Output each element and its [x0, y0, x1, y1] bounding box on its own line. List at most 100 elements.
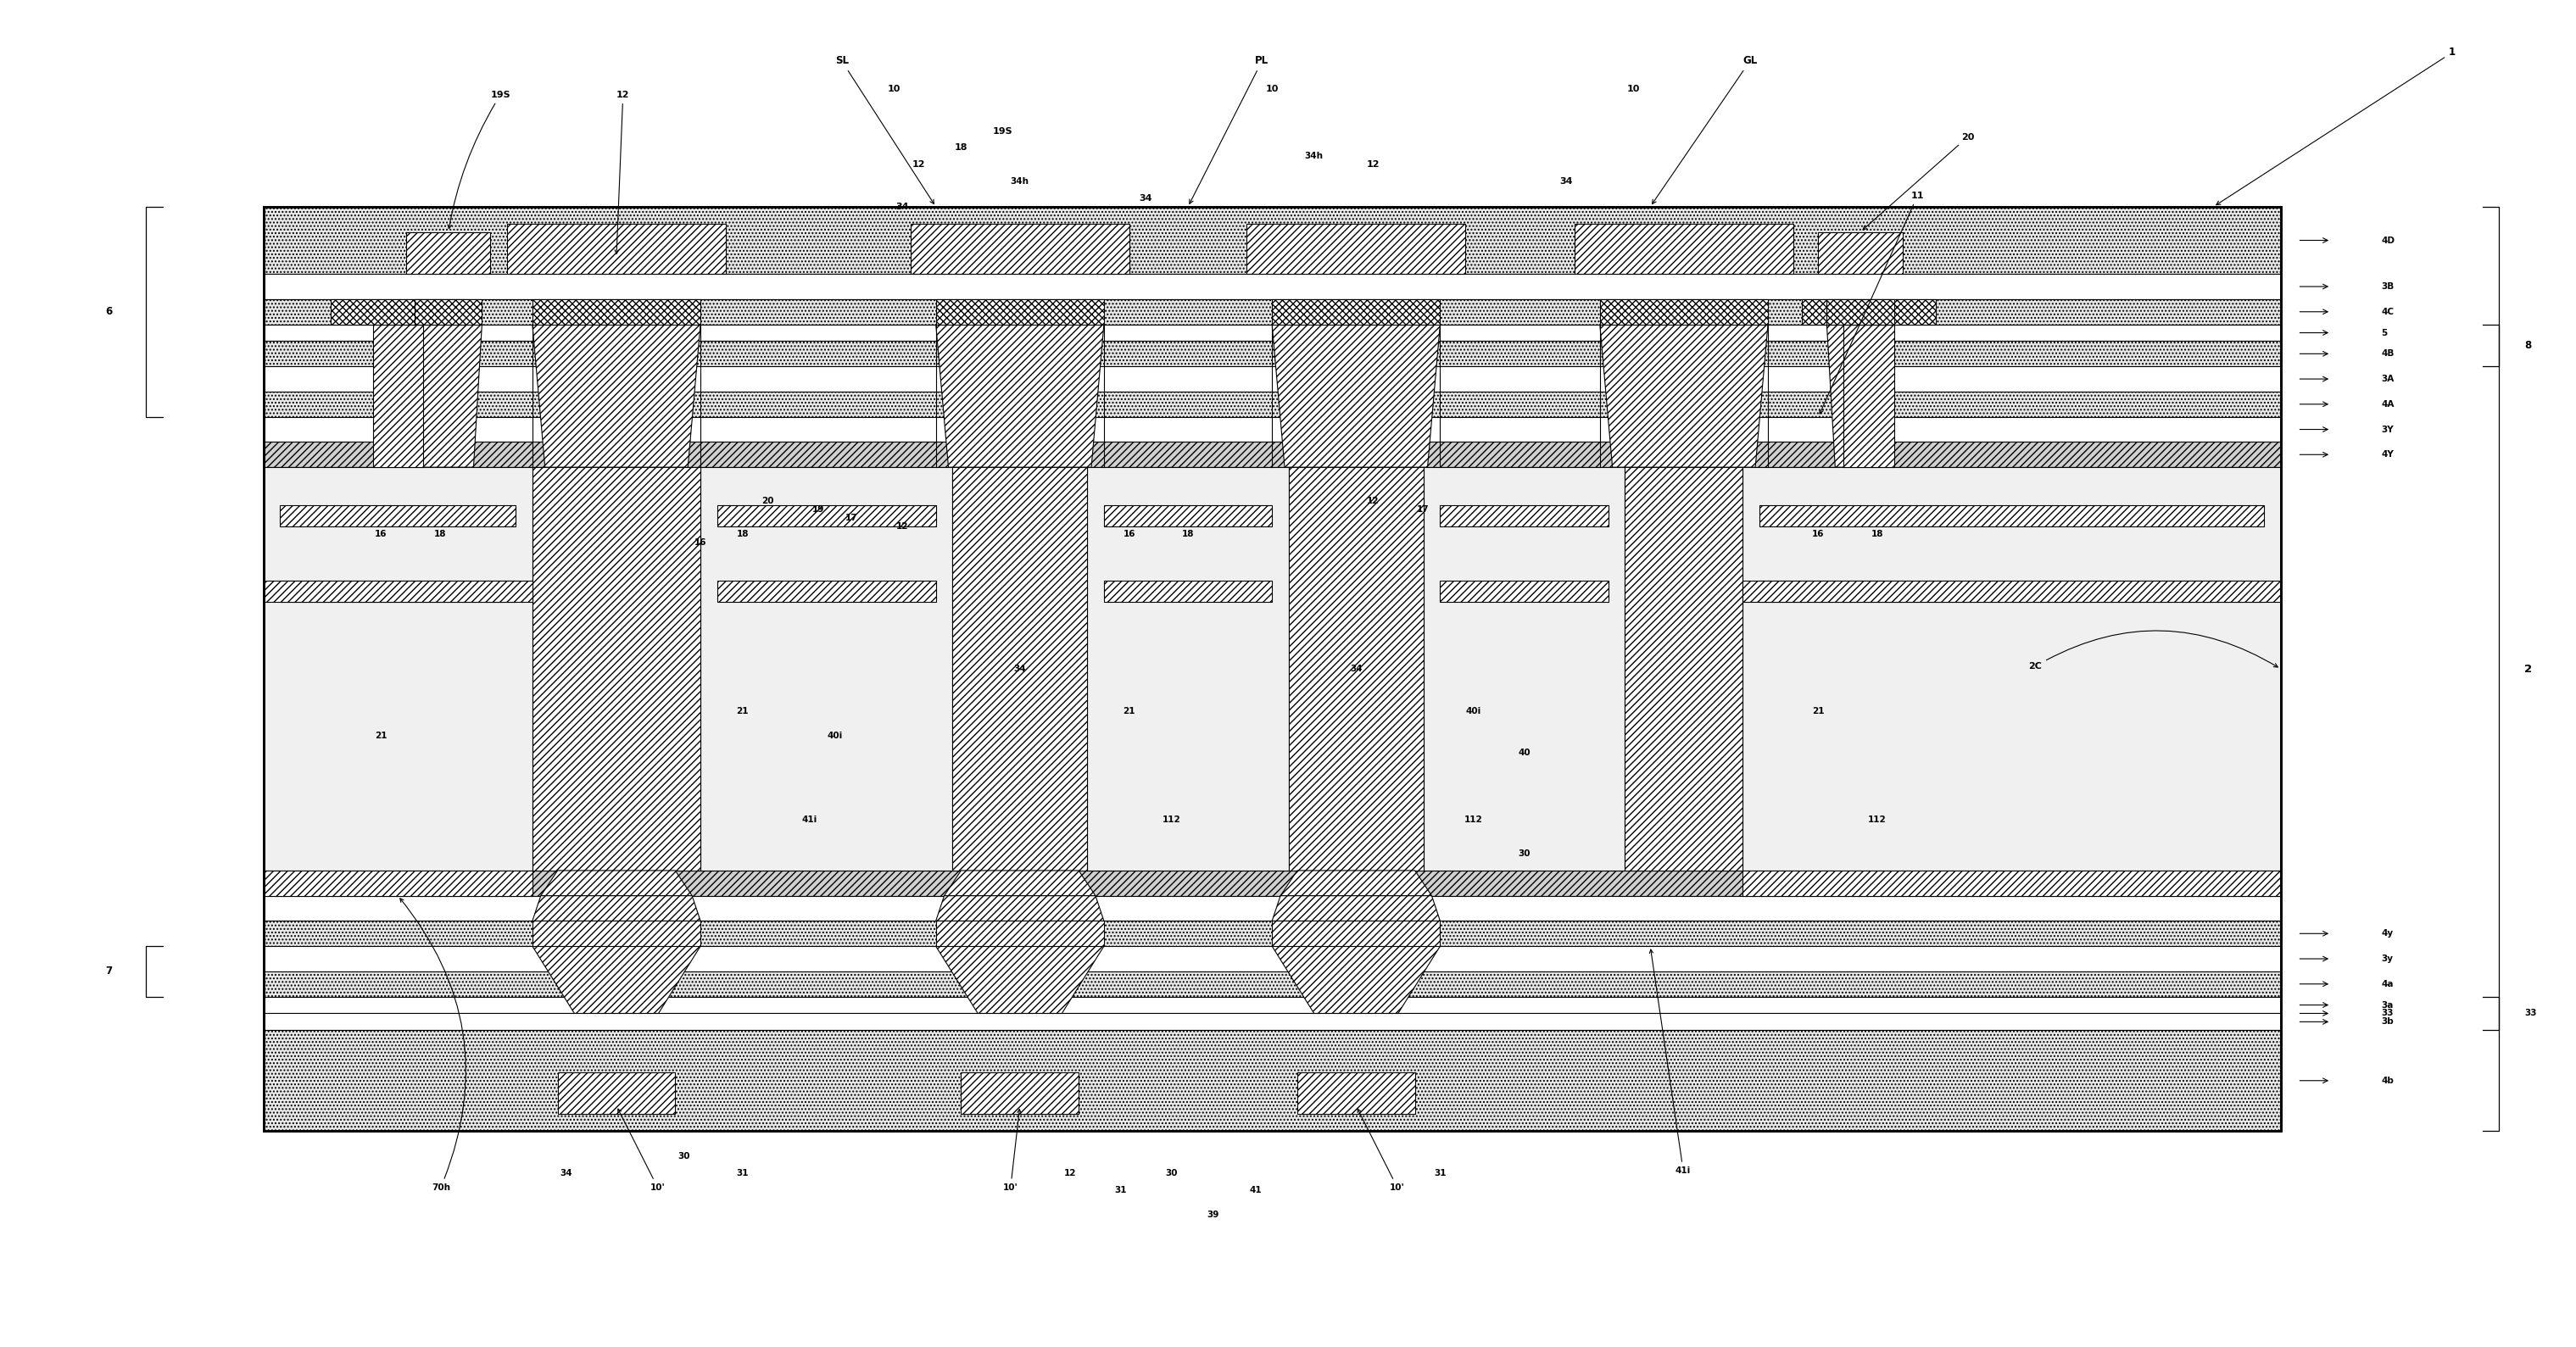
Text: 4C: 4C: [2380, 307, 2393, 317]
Text: 34: 34: [559, 1169, 572, 1177]
Polygon shape: [533, 896, 701, 921]
Bar: [1273, 921, 1440, 946]
Bar: [263, 206, 2280, 273]
Bar: [701, 467, 953, 870]
Text: 16: 16: [1123, 531, 1136, 539]
Bar: [263, 341, 2280, 366]
Bar: [263, 870, 2280, 896]
Bar: [961, 1072, 1079, 1114]
Bar: [1744, 467, 2280, 870]
Text: 3Y: 3Y: [2380, 426, 2393, 434]
Bar: [1440, 505, 1607, 527]
Text: 31: 31: [1115, 1185, 1126, 1193]
Bar: [1425, 467, 1625, 870]
Bar: [953, 467, 1087, 870]
Text: 3y: 3y: [2380, 955, 2393, 963]
Text: PL: PL: [1190, 55, 1270, 203]
Text: 4Y: 4Y: [2380, 450, 2393, 459]
Text: 40i: 40i: [827, 731, 842, 741]
Bar: [263, 1030, 2280, 1131]
Polygon shape: [935, 325, 1105, 467]
Text: 112: 112: [1868, 816, 1886, 824]
Bar: [415, 299, 482, 325]
Bar: [263, 416, 2280, 442]
Bar: [263, 467, 533, 870]
Bar: [1744, 870, 2280, 896]
Polygon shape: [935, 896, 1105, 921]
Text: 34: 34: [896, 202, 909, 211]
Bar: [716, 581, 935, 602]
Text: 10': 10': [1358, 1109, 1404, 1192]
Text: 33: 33: [2524, 1009, 2537, 1017]
Bar: [1744, 581, 2280, 602]
Bar: [263, 870, 533, 896]
Bar: [935, 299, 1105, 325]
Text: 112: 112: [1162, 816, 1180, 824]
Text: 31: 31: [737, 1169, 750, 1177]
Text: 34h: 34h: [1010, 178, 1030, 186]
Text: 10: 10: [1628, 85, 1641, 93]
Bar: [263, 299, 2280, 325]
Bar: [1105, 505, 1273, 527]
Polygon shape: [935, 946, 1105, 1013]
Bar: [909, 224, 1128, 273]
Bar: [1844, 325, 1893, 467]
Bar: [556, 1072, 675, 1114]
Text: 17: 17: [845, 513, 858, 521]
Text: 2: 2: [2524, 663, 2532, 675]
Text: 30: 30: [1517, 850, 1530, 858]
Bar: [263, 467, 2280, 870]
Bar: [716, 505, 935, 527]
Text: 10': 10': [1002, 1109, 1020, 1192]
Bar: [1288, 467, 1425, 870]
Text: 20: 20: [762, 497, 773, 505]
Text: 4b: 4b: [2380, 1076, 2393, 1084]
Text: 31: 31: [1435, 1169, 1445, 1177]
Bar: [281, 505, 515, 527]
Bar: [374, 325, 422, 467]
Bar: [1273, 299, 1440, 325]
Bar: [263, 325, 2280, 341]
Bar: [1298, 1072, 1414, 1114]
Text: 7: 7: [106, 966, 113, 977]
Text: 19S: 19S: [448, 90, 510, 229]
Bar: [263, 896, 2280, 921]
Bar: [263, 273, 2280, 299]
Text: 34: 34: [1350, 664, 1363, 674]
Bar: [263, 971, 2280, 997]
Text: 10': 10': [618, 1109, 665, 1192]
Bar: [533, 921, 701, 946]
Bar: [263, 206, 2280, 1131]
Text: 18: 18: [737, 531, 750, 539]
Text: 19: 19: [811, 505, 824, 513]
Text: 21: 21: [1814, 707, 1824, 715]
Text: 112: 112: [1466, 816, 1484, 824]
Text: 21: 21: [737, 707, 750, 715]
Text: 10: 10: [1265, 85, 1278, 93]
Polygon shape: [533, 946, 701, 1013]
Polygon shape: [1273, 946, 1440, 1013]
Text: SL: SL: [835, 55, 935, 203]
Bar: [1759, 581, 2264, 602]
Text: 18: 18: [1182, 531, 1195, 539]
Polygon shape: [945, 870, 1095, 896]
Text: 20: 20: [1862, 133, 1973, 230]
Text: 2C: 2C: [2027, 630, 2277, 671]
Bar: [935, 921, 1105, 946]
Text: 12: 12: [616, 90, 629, 253]
Bar: [1759, 505, 2264, 527]
Text: 3B: 3B: [2380, 283, 2396, 291]
Text: 33: 33: [2380, 1009, 2393, 1017]
Polygon shape: [1273, 325, 1440, 467]
Text: 70h: 70h: [399, 898, 466, 1192]
Text: 39: 39: [1208, 1211, 1218, 1219]
Text: 18: 18: [433, 531, 446, 539]
Text: 30: 30: [1164, 1169, 1177, 1177]
Text: 10: 10: [886, 85, 902, 93]
Text: 1: 1: [2215, 47, 2455, 205]
Bar: [281, 581, 515, 602]
Text: 12: 12: [912, 160, 925, 168]
Bar: [1105, 581, 1273, 602]
Bar: [263, 1013, 2280, 1030]
Bar: [407, 232, 489, 273]
